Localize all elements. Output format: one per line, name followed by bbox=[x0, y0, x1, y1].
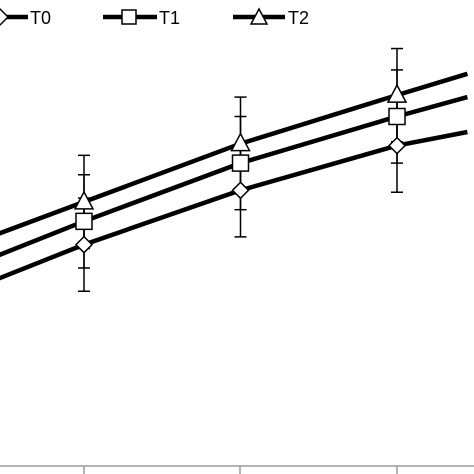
data-point-t1 bbox=[231, 154, 250, 172]
x-axis bbox=[0, 465, 474, 474]
data-point-t0 bbox=[231, 181, 250, 200]
data-point-t2 bbox=[73, 190, 95, 210]
data-point-t0 bbox=[74, 235, 94, 254]
legend-item-t0: T0 bbox=[0, 7, 51, 28]
legend-marker-t2 bbox=[249, 7, 269, 25]
legend-marker-t0 bbox=[0, 7, 10, 27]
legend-label-t2: T2 bbox=[288, 8, 309, 28]
legend-item-t2: T2 bbox=[233, 7, 309, 28]
legend-label-t1: T1 bbox=[159, 8, 180, 28]
plot-area bbox=[0, 47, 469, 292]
data-point-t1 bbox=[388, 107, 406, 126]
legend-label-t0: T0 bbox=[30, 8, 51, 28]
data-point-t1 bbox=[75, 212, 93, 231]
data-point-t2 bbox=[230, 132, 251, 152]
legend: T0 T1 T2 bbox=[0, 7, 309, 28]
data-point-t2 bbox=[386, 83, 408, 103]
legend-marker-t1 bbox=[121, 9, 137, 25]
legend-item-t1: T1 bbox=[103, 8, 180, 28]
data-point-t0 bbox=[387, 136, 407, 155]
